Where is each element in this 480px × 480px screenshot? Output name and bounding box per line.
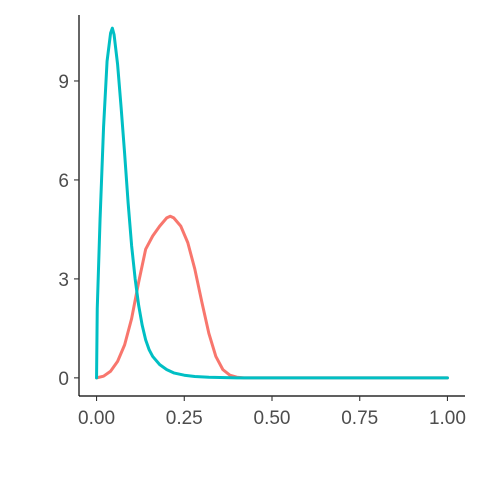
series-line-1 (95, 214, 449, 380)
y-tick-label: 3 (58, 270, 69, 291)
y-tick-label: 6 (58, 171, 69, 192)
x-tick-label: 0.25 (166, 408, 203, 429)
x-tick-label: 0.75 (341, 408, 378, 429)
x-tick-label: 1.00 (429, 408, 466, 429)
series-lines (95, 26, 449, 380)
series-line-2 (95, 26, 449, 380)
axes: 0 3 6 9 0.00 0.25 0.50 0.75 1.00 (58, 15, 466, 429)
y-tick-label: 9 (58, 72, 69, 93)
x-tick-label: 0.50 (254, 408, 291, 429)
y-tick-label: 0 (58, 369, 69, 390)
x-tick-label: 0.00 (78, 408, 115, 429)
